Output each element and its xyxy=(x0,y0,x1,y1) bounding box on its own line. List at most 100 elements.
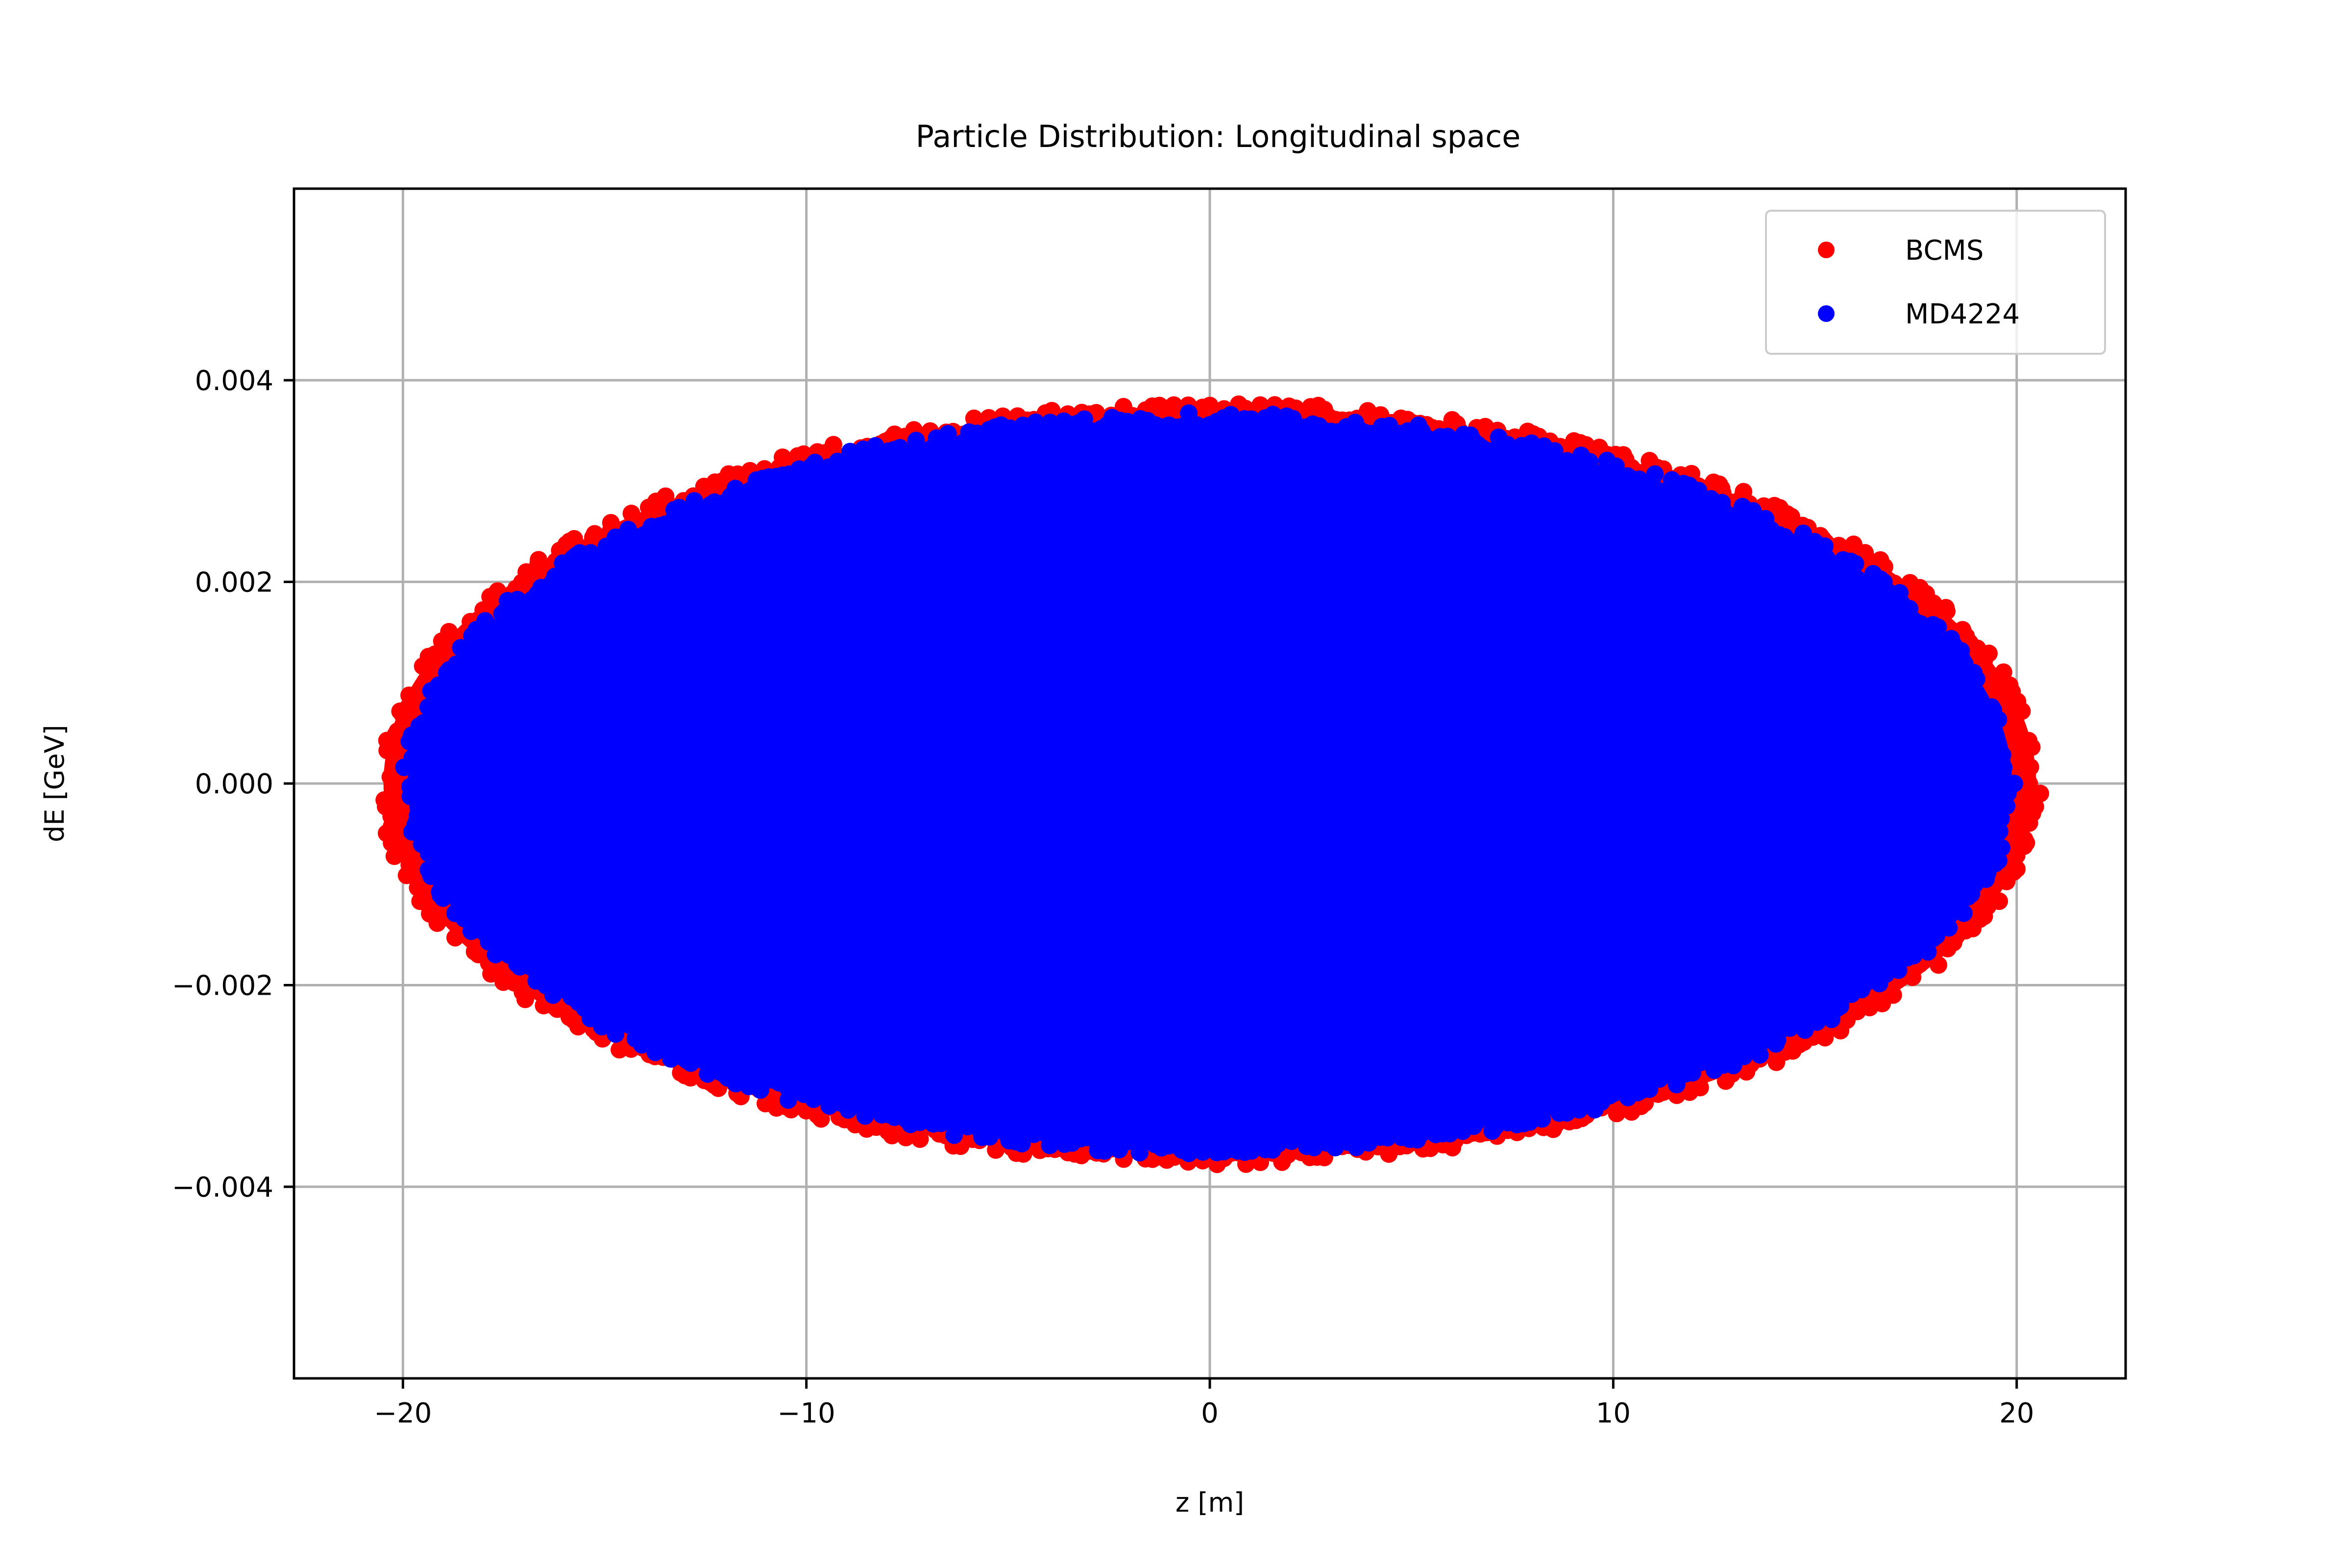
scatter-point xyxy=(1483,1122,1501,1140)
scatter-point xyxy=(685,492,703,510)
scatter-point xyxy=(611,1041,629,1059)
scatter-point xyxy=(1174,417,1192,436)
data-layer xyxy=(375,395,2049,1174)
scatter-point xyxy=(1919,943,1937,961)
scatter-point xyxy=(1497,445,1516,463)
scatter-point xyxy=(841,442,859,461)
scatter-point xyxy=(1813,555,1831,573)
scatter-point xyxy=(1895,615,1913,634)
scatter-point xyxy=(602,514,620,532)
scatter-point xyxy=(958,1118,977,1136)
scatter-point xyxy=(440,623,458,641)
scatter-point xyxy=(530,551,548,569)
scatter-point xyxy=(1130,1144,1149,1162)
scatter-point xyxy=(586,525,604,543)
scatter-point xyxy=(419,698,437,716)
scatter-point xyxy=(1924,930,1942,948)
scatter-point xyxy=(1076,410,1094,428)
scatter-point xyxy=(1531,448,1549,466)
scatter-point xyxy=(426,645,444,663)
scatter-point xyxy=(1619,1088,1637,1106)
scatter-point xyxy=(536,958,554,977)
scatter-point xyxy=(939,425,957,443)
scatter-point xyxy=(449,867,467,885)
scatter-point xyxy=(774,448,792,466)
scatter-point xyxy=(657,1033,675,1052)
scatter-point xyxy=(1767,1053,1786,1071)
legend: BCMS MD4224 xyxy=(1765,210,2106,355)
scatter-point xyxy=(1751,1046,1769,1064)
scatter-point xyxy=(617,1012,635,1030)
x-tick-label: −10 xyxy=(778,1397,835,1429)
scatter-point xyxy=(1767,1035,1785,1053)
legend-frame xyxy=(1765,210,2106,355)
scatter-point xyxy=(1721,509,1740,527)
scatter-point xyxy=(907,432,925,450)
scatter-point xyxy=(381,768,399,786)
scatter-point xyxy=(1608,1104,1626,1123)
x-axis-label: z [m] xyxy=(1176,1487,1244,1518)
scatter-point xyxy=(806,453,824,471)
scatter-point xyxy=(756,1072,774,1090)
scatter-point xyxy=(1898,949,1916,967)
scatter-point xyxy=(478,909,496,927)
scatter-point xyxy=(421,825,439,843)
scatter-point xyxy=(447,655,466,673)
scatter-point xyxy=(1550,1104,1568,1122)
scatter-point xyxy=(400,686,418,705)
x-tick-label: 20 xyxy=(1999,1397,2034,1429)
scatter-point xyxy=(1998,872,2016,890)
scatter-point xyxy=(400,856,418,874)
scatter-point xyxy=(1140,1131,1158,1149)
scatter-point xyxy=(470,893,488,911)
scatter-point xyxy=(449,890,467,908)
y-tick-label: 0.004 xyxy=(195,365,273,397)
legend-marker-md4224 xyxy=(1818,305,1835,322)
scatter-point xyxy=(1856,583,1874,601)
x-tick-label: 0 xyxy=(1201,1397,1219,1429)
scatter-point xyxy=(1705,1061,1723,1079)
scatter-point xyxy=(1938,939,1957,957)
scatter-point xyxy=(1879,602,1897,620)
scatter-point xyxy=(1955,904,1973,922)
scatter-point xyxy=(695,1052,713,1070)
y-ticks: −0.004 −0.002 0.000 0.002 0.004 xyxy=(172,365,294,1203)
scatter-point xyxy=(1965,696,1984,714)
scatter-point xyxy=(1025,1125,1043,1143)
scatter-point xyxy=(1870,975,1888,993)
scatter-fill-md4224 xyxy=(408,419,2012,1148)
scatter-point xyxy=(476,612,494,630)
scatter-point xyxy=(1983,675,2001,693)
legend-label-bcms: BCMS xyxy=(1905,235,1984,267)
chart-title: Particle Distribution: Longitudinal spac… xyxy=(916,119,1521,154)
scatter-point xyxy=(824,436,842,454)
x-ticks: −20 −10 0 10 20 xyxy=(374,1378,2034,1429)
scatter-point xyxy=(582,544,600,562)
scatter-point xyxy=(1929,956,1947,974)
scatter-point xyxy=(385,847,403,865)
scatter-point xyxy=(607,1025,625,1043)
scatter-point xyxy=(1106,1128,1125,1147)
scatter-point xyxy=(1586,1101,1604,1119)
scatter-point xyxy=(1667,1076,1686,1094)
scatter-point xyxy=(1473,439,1492,457)
plot-area: −20 −10 0 10 20 −0.004 −0.002 0.000 0.002 0.004 xyxy=(172,187,2127,1429)
scatter-point xyxy=(598,999,616,1017)
scatter-point xyxy=(435,827,453,845)
scatter-point xyxy=(770,1074,788,1092)
scatter-point xyxy=(565,530,583,548)
y-axis-label: dE [GeV] xyxy=(39,725,70,842)
x-tick-label: 10 xyxy=(1596,1397,1631,1429)
scatter-point xyxy=(1822,1010,1840,1029)
scatter-point xyxy=(1904,968,1922,986)
scatter-point xyxy=(657,487,675,505)
scatter-point xyxy=(452,638,470,657)
scatter-point xyxy=(1926,636,1944,654)
y-tick-label: −0.004 xyxy=(172,1172,273,1203)
scatter-point xyxy=(1796,1021,1814,1039)
scatter-point xyxy=(1981,771,1999,789)
x-tick-label: −20 xyxy=(374,1397,432,1429)
scatter-point xyxy=(2008,846,2026,864)
y-tick-label: 0.002 xyxy=(195,566,273,598)
